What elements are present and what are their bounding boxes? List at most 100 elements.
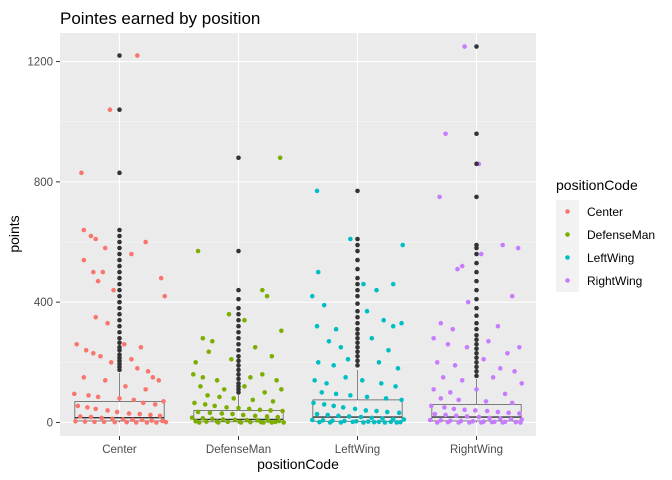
data-point	[314, 411, 320, 417]
data-point	[105, 408, 110, 413]
outlier-point	[474, 242, 479, 248]
data-point	[257, 407, 263, 413]
data-point	[315, 360, 321, 365]
data-point	[221, 387, 227, 392]
data-point	[111, 287, 116, 293]
data-point	[252, 344, 258, 350]
outlier-point	[117, 107, 122, 112]
data-point	[77, 414, 83, 419]
data-point	[345, 357, 351, 362]
data-point	[508, 416, 514, 422]
outlier-point	[117, 269, 122, 275]
data-point	[93, 406, 98, 412]
data-point	[359, 378, 365, 383]
data-point	[400, 242, 406, 248]
data-point	[117, 396, 122, 401]
x-tick-label: RightWing	[450, 444, 503, 456]
outlier-point	[236, 329, 241, 335]
data-point	[91, 269, 96, 275]
outlier-point	[117, 293, 122, 299]
data-point	[79, 170, 84, 176]
legend-label: RightWing	[587, 274, 642, 288]
data-point	[120, 417, 126, 422]
chart-title: Pointes earned by position	[60, 9, 260, 28]
data-point	[464, 414, 470, 419]
outlier-point	[236, 248, 241, 254]
data-point	[490, 375, 496, 380]
outlier-point	[474, 287, 479, 293]
data-point	[135, 366, 140, 371]
data-point	[473, 408, 478, 413]
data-point	[309, 293, 315, 299]
x-tick-label: LeftWing	[335, 444, 380, 456]
outlier-point	[355, 358, 360, 364]
data-point	[144, 420, 150, 425]
data-point	[363, 408, 369, 413]
outlier-point	[117, 344, 122, 350]
outlier-point	[117, 245, 122, 251]
data-point	[102, 245, 108, 251]
data-point	[82, 419, 88, 424]
legend-label: Center	[587, 205, 623, 219]
data-point	[91, 350, 96, 356]
data-point	[326, 338, 332, 344]
outlier-point	[355, 293, 360, 299]
box-body	[74, 401, 165, 422]
data-point	[390, 323, 396, 329]
data-point	[150, 375, 156, 380]
data-point	[152, 402, 158, 407]
data-point	[269, 354, 275, 359]
data-point	[343, 375, 348, 380]
data-point	[346, 414, 352, 419]
data-point	[135, 53, 140, 58]
outlier-point	[236, 323, 241, 329]
data-point	[195, 248, 201, 254]
data-point	[133, 420, 139, 425]
outlier-point	[474, 260, 479, 266]
legend-label: LeftWing	[587, 251, 634, 265]
outlier-point	[474, 161, 479, 167]
data-point	[384, 409, 390, 415]
grid-lines	[60, 33, 536, 436]
data-point	[476, 414, 482, 420]
data-point	[200, 335, 206, 341]
outlier-point	[355, 301, 360, 306]
outlier-point	[355, 287, 360, 293]
data-point	[248, 375, 253, 380]
data-point	[75, 403, 81, 409]
outlier-point	[236, 381, 241, 386]
outlier-point	[117, 239, 122, 245]
outlier-point	[355, 335, 360, 341]
data-point	[445, 341, 451, 347]
data-point	[311, 400, 316, 406]
outlier-point	[236, 347, 241, 353]
outlier-point	[474, 369, 479, 374]
data-point	[502, 391, 508, 397]
data-point	[434, 420, 440, 425]
data-point	[141, 400, 146, 406]
data-point	[314, 323, 320, 329]
data-point	[394, 420, 400, 425]
data-point	[383, 396, 389, 401]
outlier-point	[355, 344, 360, 350]
data-point	[255, 418, 260, 423]
data-point	[467, 420, 472, 425]
outlier-point	[117, 233, 122, 239]
data-point	[327, 420, 333, 425]
data-point	[210, 338, 215, 344]
outlier-point	[474, 373, 479, 379]
outlier-point	[236, 376, 241, 382]
x-axis-title: positionCode	[257, 456, 339, 472]
outlier-point	[117, 281, 122, 287]
data-point	[231, 396, 237, 401]
data-point	[86, 393, 91, 398]
data-point	[483, 399, 489, 404]
data-point	[81, 375, 87, 380]
data-point	[145, 369, 151, 374]
data-point	[207, 410, 213, 416]
data-point	[156, 378, 162, 383]
data-point	[143, 239, 148, 245]
data-point	[354, 418, 359, 424]
data-point	[219, 411, 225, 416]
data-point	[198, 384, 203, 389]
